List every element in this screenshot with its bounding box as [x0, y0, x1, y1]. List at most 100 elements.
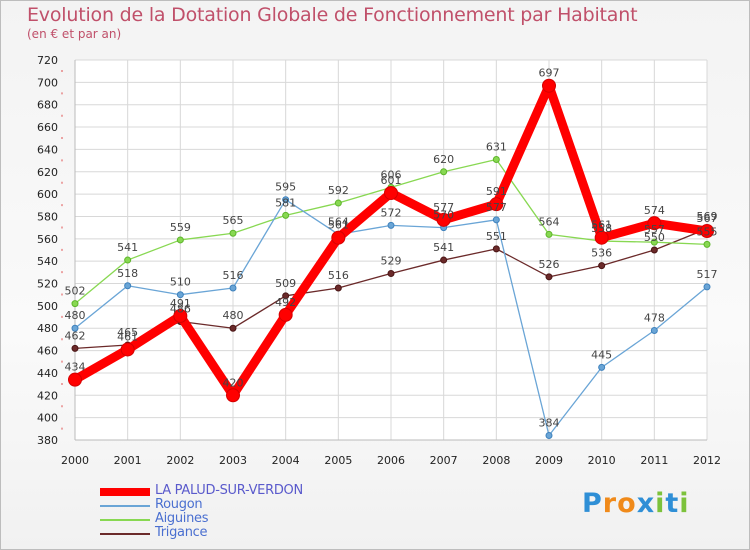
data-label: 536 [591, 247, 612, 260]
data-point [384, 186, 398, 200]
data-label: 465 [117, 326, 138, 339]
data-label: 697 [539, 67, 560, 80]
data-point [545, 432, 553, 440]
y-tick-label: 380 [37, 434, 58, 447]
data-label: 564 [328, 215, 349, 228]
data-label: 420 [223, 376, 244, 389]
data-point [229, 229, 237, 237]
data-label: 555 [697, 225, 718, 238]
data-point [492, 216, 500, 224]
data-point [545, 230, 553, 238]
data-point [71, 344, 79, 352]
logo-letter: r [602, 488, 618, 519]
data-label: 516 [223, 269, 244, 282]
data-point [229, 324, 237, 332]
data-label: 570 [433, 209, 454, 222]
x-tick-label: 2004 [272, 454, 300, 467]
legend-item: Trigance [100, 525, 360, 540]
x-tick-label: 2000 [61, 454, 89, 467]
data-label: 561 [328, 219, 349, 232]
data-label: 541 [433, 241, 454, 254]
x-tick-label: 2001 [114, 454, 142, 467]
data-label: 606 [381, 168, 402, 181]
logo-letter: o [617, 488, 637, 519]
data-label: 445 [591, 348, 612, 361]
data-label: 510 [170, 276, 191, 289]
data-label: 577 [486, 201, 507, 214]
data-label: 561 [591, 219, 612, 232]
y-tick-label: 580 [37, 210, 58, 223]
data-point [598, 363, 606, 371]
y-tick-label: 680 [37, 99, 58, 112]
data-point [650, 246, 658, 254]
y-tick-label: 440 [37, 367, 58, 380]
x-tick-label: 2007 [430, 454, 458, 467]
data-label: 601 [381, 174, 402, 187]
chart-title: Evolution de la Dotation Globale de Fonc… [27, 4, 638, 26]
data-point [278, 307, 293, 322]
y-tick-label: 520 [37, 278, 58, 291]
data-point [282, 292, 290, 300]
x-tick-label: 2010 [588, 454, 616, 467]
legend-item: Aiguines [100, 511, 360, 526]
y-tick-label: 480 [37, 322, 58, 335]
data-label: 558 [591, 222, 612, 235]
logo-letter: i [679, 488, 690, 519]
logo-letter: i [655, 488, 666, 519]
legend-label: LA PALUD-SUR-VERDON [155, 483, 303, 498]
legend-swatch [100, 533, 150, 535]
data-label: 517 [697, 268, 718, 281]
data-point [176, 236, 184, 244]
data-label: 491 [170, 297, 191, 310]
data-point [71, 324, 79, 332]
logo-letter: t [665, 488, 680, 519]
data-label: 526 [539, 258, 560, 271]
data-point [542, 78, 556, 93]
data-point [124, 256, 132, 264]
legend-label: Trigance [155, 525, 208, 540]
data-point [440, 168, 448, 176]
legend-item: LA PALUD-SUR-VERDON [100, 483, 360, 498]
legend-label: Rougon [155, 497, 203, 512]
y-tick-label: 720 [37, 54, 58, 67]
data-label: 492 [275, 296, 296, 309]
x-tick-label: 2008 [482, 454, 510, 467]
y-tick-label: 540 [37, 255, 58, 268]
data-label: 620 [433, 153, 454, 166]
data-point [68, 372, 82, 387]
data-point [492, 245, 500, 253]
data-point [387, 221, 395, 229]
data-point [282, 211, 290, 219]
data-label: 516 [328, 269, 349, 282]
data-label: 461 [117, 330, 138, 343]
x-tick-label: 2002 [166, 454, 194, 467]
x-tick-label: 2006 [377, 454, 405, 467]
data-label: 486 [170, 303, 191, 316]
data-label: 550 [644, 231, 665, 244]
proxiti-logo: Proxiti [582, 488, 690, 519]
data-label: 567 [697, 212, 718, 225]
data-label: 480 [223, 309, 244, 322]
data-label: 557 [644, 223, 665, 236]
data-point [226, 388, 240, 403]
data-label: 529 [381, 254, 402, 267]
data-point [124, 282, 132, 290]
data-point [334, 199, 342, 207]
y-tick-label: 640 [37, 143, 58, 156]
data-point [176, 291, 184, 299]
data-point [650, 326, 658, 334]
y-tick-label: 660 [37, 121, 58, 134]
data-label: 592 [328, 184, 349, 197]
data-label: 541 [117, 241, 138, 254]
data-label: 572 [381, 206, 402, 219]
x-tick-label: 2012 [693, 454, 721, 467]
data-point [334, 284, 342, 292]
data-point [173, 308, 188, 323]
data-point [440, 256, 448, 264]
data-label: 509 [275, 277, 296, 290]
data-label: 478 [644, 311, 665, 324]
legend-label: Aiguines [155, 511, 209, 526]
logo-letter: P [582, 488, 603, 519]
data-point [331, 230, 346, 245]
data-point [282, 196, 290, 204]
